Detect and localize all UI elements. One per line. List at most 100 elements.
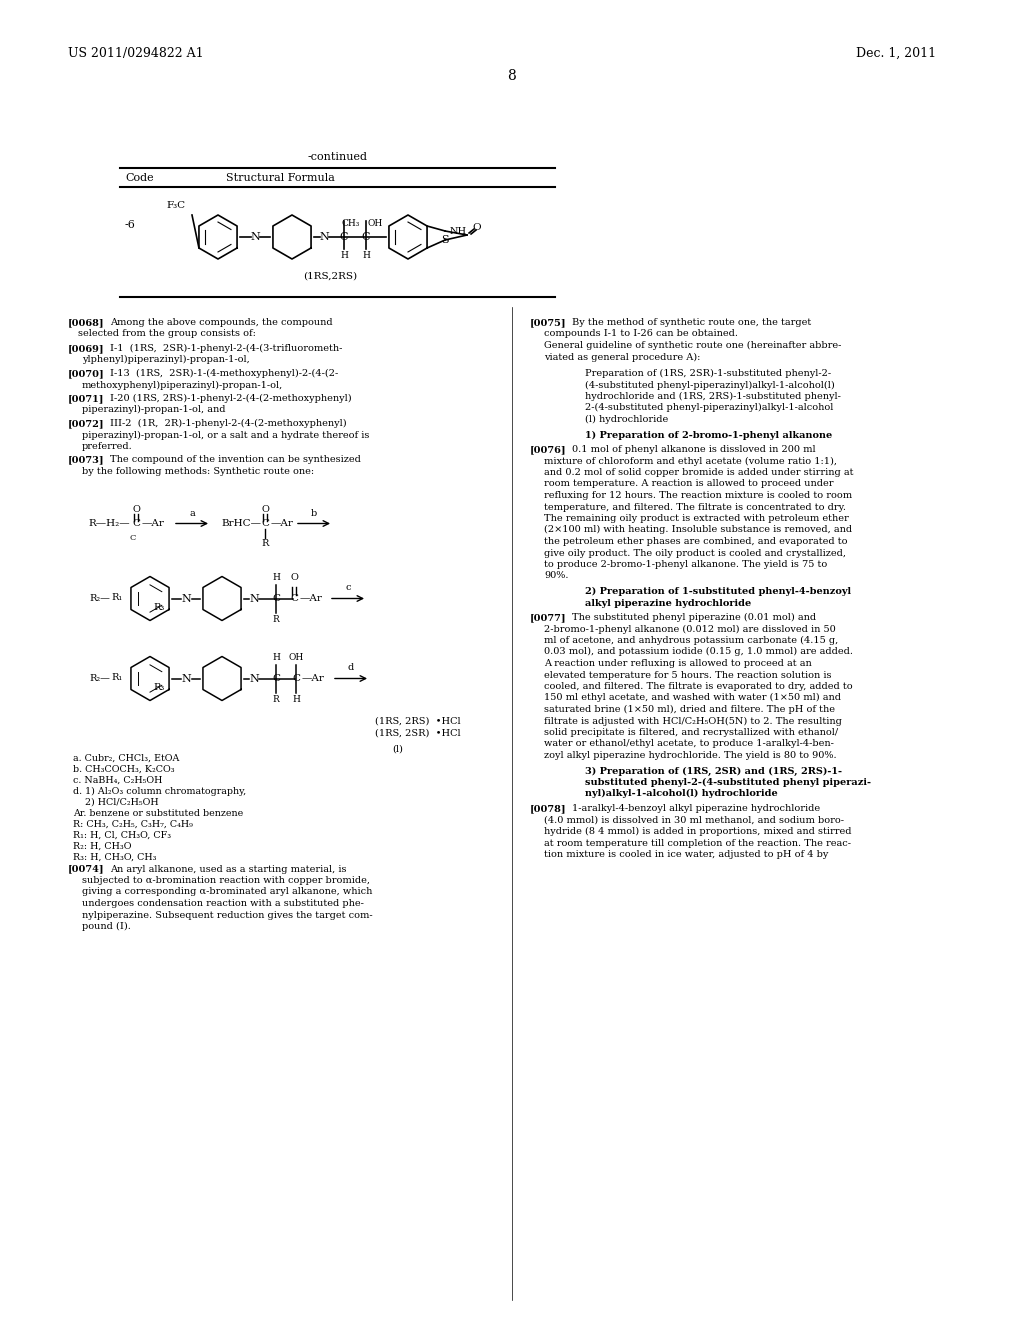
Text: methoxyphenyl)piperazinyl)-propan-1-ol,: methoxyphenyl)piperazinyl)-propan-1-ol, <box>82 380 284 389</box>
Text: viated as general procedure A):: viated as general procedure A): <box>544 352 700 362</box>
Text: (2×100 ml) with heating. Insoluble substance is removed, and: (2×100 ml) with heating. Insoluble subst… <box>544 525 852 535</box>
Text: BrHC—: BrHC— <box>221 519 261 528</box>
Text: I-1  (1RS,  2SR)-1-phenyl-2-(4-(3-trifluorometh-: I-1 (1RS, 2SR)-1-phenyl-2-(4-(3-trifluor… <box>110 345 342 352</box>
Text: N: N <box>249 673 259 684</box>
Text: piperazinyl)-propan-1-ol, or a salt and a hydrate thereof is: piperazinyl)-propan-1-ol, or a salt and … <box>82 430 370 440</box>
Text: (1RS, 2SR)  •HCl: (1RS, 2SR) •HCl <box>375 729 461 738</box>
Text: zoyl alkyl piperazine hydrochloride. The yield is 80 to 90%.: zoyl alkyl piperazine hydrochloride. The… <box>544 751 837 760</box>
Text: O: O <box>290 573 298 582</box>
Text: (4.0 mmol) is dissolved in 30 ml methanol, and sodium boro-: (4.0 mmol) is dissolved in 30 ml methano… <box>544 816 844 825</box>
Text: 2) Preparation of 1-substituted phenyl-4-benzoyl: 2) Preparation of 1-substituted phenyl-4… <box>585 587 851 597</box>
Text: R₁: R₁ <box>112 672 123 681</box>
Text: 2-(4-substituted phenyl-piperazinyl)alkyl-1-alcohol: 2-(4-substituted phenyl-piperazinyl)alky… <box>585 404 834 412</box>
Text: [0070]: [0070] <box>68 370 104 378</box>
Text: R₂—: R₂— <box>89 675 110 682</box>
Text: US 2011/0294822 A1: US 2011/0294822 A1 <box>68 48 204 59</box>
Text: N: N <box>181 673 190 684</box>
Text: ml of acetone, and anhydrous potassium carbonate (4.15 g,: ml of acetone, and anhydrous potassium c… <box>544 636 839 645</box>
Text: and 0.2 mol of solid copper bromide is added under stirring at: and 0.2 mol of solid copper bromide is a… <box>544 469 853 477</box>
Text: R₃: H, CH₃O, CH₃: R₃: H, CH₃O, CH₃ <box>73 853 157 862</box>
Text: [0069]: [0069] <box>68 345 104 352</box>
Text: [0071]: [0071] <box>68 393 104 403</box>
Text: C: C <box>361 232 371 242</box>
Text: H: H <box>272 653 280 663</box>
Text: hydrochloride and (1RS, 2RS)-1-substituted phenyl-: hydrochloride and (1RS, 2RS)-1-substitut… <box>585 392 841 401</box>
Text: H: H <box>340 251 348 260</box>
Text: the petroleum ether phases are combined, and evaporated to: the petroleum ether phases are combined,… <box>544 537 848 546</box>
Text: mixture of chloroform and ethyl acetate (volume ratio 1:1),: mixture of chloroform and ethyl acetate … <box>544 457 837 466</box>
Text: at room temperature till completion of the reaction. The reac-: at room temperature till completion of t… <box>544 838 851 847</box>
Text: The compound of the invention can be synthesized: The compound of the invention can be syn… <box>110 455 360 465</box>
Text: CH₃: CH₃ <box>342 219 360 228</box>
Text: O: O <box>132 506 140 513</box>
Text: filtrate is adjusted with HCl/C₂H₅OH(5N) to 2. The resulting: filtrate is adjusted with HCl/C₂H₅OH(5N)… <box>544 717 842 726</box>
Text: saturated brine (1×50 ml), dried and filtere. The pH of the: saturated brine (1×50 ml), dried and fil… <box>544 705 835 714</box>
Text: b. CH₃COCH₃, K₂CO₃: b. CH₃COCH₃, K₂CO₃ <box>73 764 175 774</box>
Text: I-13  (1RS,  2SR)-1-(4-methoxyphenyl)-2-(4-(2-: I-13 (1RS, 2SR)-1-(4-methoxyphenyl)-2-(4… <box>110 368 338 378</box>
Text: OH: OH <box>289 653 304 663</box>
Text: The substituted phenyl piperazine (0.01 mol) and: The substituted phenyl piperazine (0.01 … <box>572 612 816 622</box>
Text: C: C <box>261 519 269 528</box>
Text: give oily product. The oily product is cooled and crystallized,: give oily product. The oily product is c… <box>544 549 846 557</box>
Text: R₃: R₃ <box>153 684 164 693</box>
Text: C: C <box>290 594 298 603</box>
Text: 1) Preparation of 2-bromo-1-phenyl alkanone: 1) Preparation of 2-bromo-1-phenyl alkan… <box>585 430 833 440</box>
Text: (1RS, 2RS)  •HCl: (1RS, 2RS) •HCl <box>375 717 461 726</box>
Text: -continued: -continued <box>308 152 368 162</box>
Text: N: N <box>319 232 329 242</box>
Text: room temperature. A reaction is allowed to proceed under: room temperature. A reaction is allowed … <box>544 479 834 488</box>
Text: III-2  (1R,  2R)-1-phenyl-2-(4-(2-methoxyphenyl): III-2 (1R, 2R)-1-phenyl-2-(4-(2-methoxyp… <box>110 418 347 428</box>
Text: N: N <box>250 232 260 242</box>
Text: [0068]: [0068] <box>68 318 104 327</box>
Text: O: O <box>261 506 269 513</box>
Text: [0072]: [0072] <box>68 418 104 428</box>
Text: OH: OH <box>368 219 383 228</box>
Text: General guideline of synthetic route one (hereinafter abbre-: General guideline of synthetic route one… <box>544 341 842 350</box>
Text: R—H₂—: R—H₂— <box>88 519 130 528</box>
Text: A reaction under refluxing is allowed to proceed at an: A reaction under refluxing is allowed to… <box>544 659 812 668</box>
Text: Structural Formula: Structural Formula <box>225 173 335 183</box>
Text: H: H <box>292 694 300 704</box>
Text: Among the above compounds, the compound: Among the above compounds, the compound <box>110 318 333 327</box>
Text: water or ethanol/ethyl acetate, to produce 1-aralkyl-4-ben-: water or ethanol/ethyl acetate, to produ… <box>544 739 834 748</box>
Text: R₂—: R₂— <box>89 594 110 603</box>
Text: a: a <box>189 508 195 517</box>
Text: subjected to α-bromination reaction with copper bromide,: subjected to α-bromination reaction with… <box>82 876 370 884</box>
Text: nylpiperazine. Subsequent reduction gives the target com-: nylpiperazine. Subsequent reduction give… <box>82 911 373 920</box>
Text: 2) HCl/C₂H₅OH: 2) HCl/C₂H₅OH <box>73 797 159 807</box>
Text: [0073]: [0073] <box>68 455 104 465</box>
Text: refluxing for 12 hours. The reaction mixture is cooled to room: refluxing for 12 hours. The reaction mix… <box>544 491 852 500</box>
Text: 1-aralkyl-4-benzoyl alkyl piperazine hydrochloride: 1-aralkyl-4-benzoyl alkyl piperazine hyd… <box>572 804 820 813</box>
Text: ylphenyl)piperazinyl)-propan-1-ol,: ylphenyl)piperazinyl)-propan-1-ol, <box>82 355 250 364</box>
Text: R₃: R₃ <box>153 603 164 612</box>
Text: [0077]: [0077] <box>530 612 566 622</box>
Text: R: R <box>261 540 268 549</box>
Text: 2-bromo-1-phenyl alkanone (0.012 mol) are dissloved in 50: 2-bromo-1-phenyl alkanone (0.012 mol) ar… <box>544 624 836 634</box>
Text: b: b <box>311 508 317 517</box>
Text: [0074]: [0074] <box>68 865 104 874</box>
Text: S: S <box>441 235 449 246</box>
Text: temperature, and filtered. The filtrate is concentrated to dry.: temperature, and filtered. The filtrate … <box>544 503 846 511</box>
Text: —Ar: —Ar <box>300 594 323 603</box>
Text: piperazinyl)-propan-1-ol, and: piperazinyl)-propan-1-ol, and <box>82 405 225 414</box>
Text: C: C <box>292 675 300 682</box>
Text: Code: Code <box>125 173 154 183</box>
Text: C: C <box>272 594 280 603</box>
Text: —Ar: —Ar <box>142 519 165 528</box>
Text: (1RS,2RS): (1RS,2RS) <box>303 272 357 281</box>
Text: preferred.: preferred. <box>82 442 133 451</box>
Text: 0.03 mol), and potassium iodide (0.15 g, 1.0 mmol) are added.: 0.03 mol), and potassium iodide (0.15 g,… <box>544 647 853 656</box>
Text: a. Cubr₂, CHCl₃, EtOA: a. Cubr₂, CHCl₃, EtOA <box>73 754 179 763</box>
Text: by the following methods: Synthetic route one:: by the following methods: Synthetic rout… <box>82 467 314 477</box>
Text: R: CH₃, C₂H₅, C₃H₇, C₄H₉: R: CH₃, C₂H₅, C₃H₇, C₄H₉ <box>73 820 193 829</box>
Text: The remaining oily product is extracted with petroleum ether: The remaining oily product is extracted … <box>544 513 849 523</box>
Text: (l) hydrochloride: (l) hydrochloride <box>585 414 669 424</box>
Text: O: O <box>473 223 481 231</box>
Text: C: C <box>132 519 140 528</box>
Text: [0075]: [0075] <box>530 318 566 327</box>
Text: I-20 (1RS, 2RS)-1-phenyl-2-(4-(2-methoxyphenyl): I-20 (1RS, 2RS)-1-phenyl-2-(4-(2-methoxy… <box>110 393 351 403</box>
Text: By the method of synthetic route one, the target: By the method of synthetic route one, th… <box>572 318 811 327</box>
Text: [0078]: [0078] <box>530 804 566 813</box>
Text: C: C <box>130 533 136 541</box>
Text: R₁: H, Cl, CH₃O, CF₃: R₁: H, Cl, CH₃O, CF₃ <box>73 830 171 840</box>
